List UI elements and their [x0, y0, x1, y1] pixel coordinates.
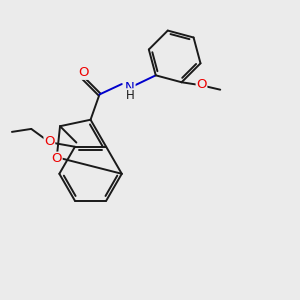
- Text: O: O: [78, 66, 88, 79]
- Text: O: O: [52, 152, 62, 165]
- Text: H: H: [126, 89, 134, 102]
- Text: N: N: [125, 81, 135, 94]
- Text: O: O: [196, 78, 207, 91]
- Text: O: O: [44, 135, 55, 148]
